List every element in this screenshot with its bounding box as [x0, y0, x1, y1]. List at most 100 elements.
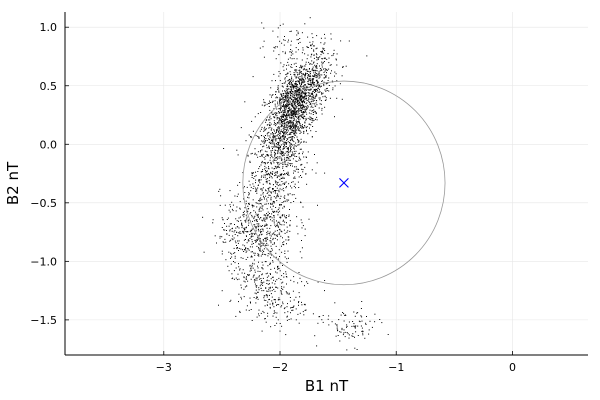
data-point — [289, 57, 291, 59]
data-point — [256, 219, 258, 221]
data-point — [300, 164, 302, 166]
data-point — [295, 77, 297, 78]
data-point — [318, 97, 320, 99]
data-point — [288, 98, 290, 100]
data-point — [300, 108, 302, 110]
data-point — [259, 225, 261, 227]
data-point — [269, 135, 271, 137]
data-point — [273, 211, 275, 213]
data-point — [293, 63, 295, 65]
data-point — [248, 194, 250, 196]
data-point — [298, 103, 300, 105]
data-point — [243, 239, 245, 241]
data-point — [277, 46, 278, 48]
data-point — [219, 204, 221, 206]
data-point — [297, 168, 299, 170]
data-point — [255, 226, 257, 228]
data-point — [303, 85, 305, 87]
data-point — [280, 279, 282, 280]
data-point — [333, 49, 335, 51]
data-point — [290, 110, 292, 112]
data-point — [266, 103, 268, 105]
data-point — [309, 68, 310, 69]
data-point — [310, 88, 312, 90]
data-point — [290, 279, 292, 281]
data-point — [312, 103, 314, 105]
data-point — [297, 86, 299, 88]
data-point — [270, 203, 272, 205]
data-point — [325, 76, 327, 78]
data-point — [300, 159, 302, 161]
data-point — [276, 279, 278, 281]
data-point — [245, 279, 247, 280]
data-point — [291, 67, 293, 68]
data-point — [274, 299, 276, 301]
data-point — [274, 190, 275, 191]
data-point — [284, 195, 286, 197]
data-point — [269, 290, 271, 292]
data-point — [270, 196, 272, 198]
data-point — [229, 301, 231, 302]
data-point — [281, 95, 283, 97]
data-point — [306, 87, 308, 88]
data-point — [251, 175, 253, 176]
data-point — [277, 319, 279, 321]
data-point — [309, 102, 311, 104]
data-point — [255, 171, 256, 173]
data-point — [286, 116, 288, 118]
data-point — [290, 40, 292, 42]
data-point — [251, 256, 253, 258]
data-point — [306, 107, 308, 109]
data-point — [340, 314, 342, 316]
data-point — [285, 80, 287, 82]
data-point — [273, 133, 275, 135]
data-point — [284, 108, 286, 110]
data-point — [273, 146, 275, 148]
data-point — [258, 313, 259, 315]
data-point — [231, 208, 233, 210]
data-point — [287, 162, 289, 164]
data-point — [294, 113, 296, 115]
data-point — [288, 215, 290, 217]
data-point — [297, 94, 299, 96]
data-point — [275, 174, 277, 176]
data-point — [302, 47, 304, 49]
data-point — [286, 258, 288, 260]
data-point — [272, 260, 274, 262]
data-point — [290, 185, 291, 187]
data-point — [274, 210, 275, 212]
data-point — [300, 96, 302, 98]
data-point — [260, 199, 262, 201]
data-point — [312, 75, 313, 77]
data-point — [311, 47, 313, 49]
data-point — [319, 68, 321, 69]
data-point — [288, 257, 289, 259]
data-point — [292, 83, 294, 85]
data-point — [288, 64, 290, 66]
data-point — [303, 117, 304, 119]
data-point — [282, 66, 284, 68]
data-point — [239, 312, 241, 313]
data-point — [306, 100, 308, 101]
data-point — [272, 191, 274, 193]
data-point — [316, 65, 318, 67]
data-point — [231, 230, 233, 232]
data-point — [308, 218, 310, 220]
data-point — [321, 66, 323, 68]
data-point — [298, 69, 300, 71]
data-point — [284, 51, 286, 53]
data-point — [247, 231, 248, 233]
data-point — [231, 278, 233, 280]
data-point — [302, 86, 304, 88]
data-point — [286, 119, 288, 121]
data-point — [295, 125, 297, 127]
data-point — [259, 182, 261, 184]
data-point — [265, 294, 267, 296]
data-point — [277, 268, 279, 270]
data-point — [285, 181, 287, 183]
data-point — [271, 94, 273, 96]
data-point — [326, 58, 328, 60]
data-point — [281, 325, 283, 327]
data-point — [360, 325, 362, 327]
y-tick-label: 0.0 — [40, 138, 58, 151]
